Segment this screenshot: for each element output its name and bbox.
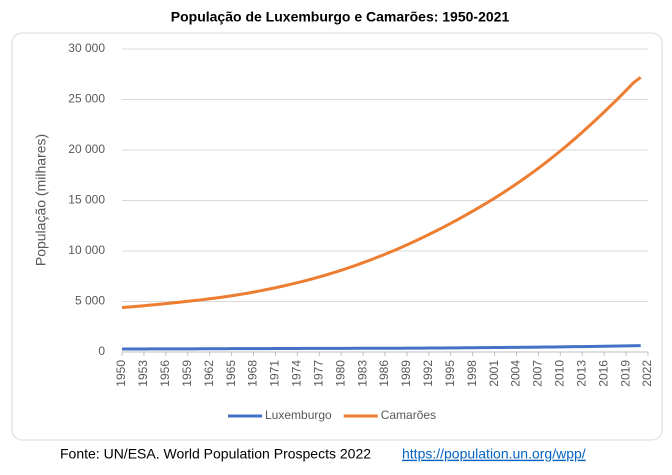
y-tick-label: 5 000 xyxy=(75,294,105,308)
x-tick-label: 1974 xyxy=(290,360,304,387)
x-tick-label: 2001 xyxy=(487,360,501,387)
x-tick-label: 1992 xyxy=(421,360,435,387)
data-line xyxy=(121,76,642,310)
legend-label: Luxemburgo xyxy=(265,408,332,422)
x-tick-label: 1956 xyxy=(158,360,172,387)
legend-label: Camarões xyxy=(381,408,436,422)
y-tick-label: 0 xyxy=(98,344,105,358)
x-tick-label: 1959 xyxy=(180,360,194,387)
x-tick-label: 1980 xyxy=(333,360,347,387)
chart-title: População de Luxemburgo e Camarões: 1950… xyxy=(171,9,510,25)
x-tick-label: 1989 xyxy=(399,360,413,387)
source-link[interactable]: https://population.un.org/wpp/ xyxy=(402,446,586,462)
x-tick-label: 2019 xyxy=(618,360,632,387)
x-tick-label: 2013 xyxy=(574,360,588,387)
x-tick-label: 1971 xyxy=(268,360,282,387)
data-line xyxy=(121,344,641,351)
y-axis-label: População (milhares) xyxy=(33,134,49,266)
x-tick-label: 1995 xyxy=(443,360,457,387)
source-text: Fonte: UN/ESA. World Population Prospect… xyxy=(60,446,371,462)
x-tick-label: 1998 xyxy=(465,360,479,387)
y-tick-label: 15 000 xyxy=(68,193,105,207)
y-tick-label: 30 000 xyxy=(68,41,105,55)
x-tick-label: 1983 xyxy=(355,360,369,387)
chart-frame xyxy=(11,32,663,441)
x-tick-label: 1953 xyxy=(136,360,150,387)
x-tick-label: 1950 xyxy=(114,360,128,387)
y-tick-label: 20 000 xyxy=(68,142,105,156)
x-tick-label: 1977 xyxy=(311,360,325,387)
y-tick-label: 10 000 xyxy=(68,243,105,257)
x-tick-label: 1968 xyxy=(246,360,260,387)
x-tick-label: 2016 xyxy=(596,360,610,387)
x-tick-label: 2022 xyxy=(640,360,654,387)
x-tick-label: 2010 xyxy=(553,360,567,387)
y-tick-label: 25 000 xyxy=(68,92,105,106)
x-tick-label: 2007 xyxy=(531,360,545,387)
x-tick-label: 1962 xyxy=(202,360,216,387)
x-tick-label: 1965 xyxy=(224,360,238,387)
x-tick-label: 1986 xyxy=(377,360,391,387)
x-tick-label: 2004 xyxy=(509,360,523,387)
